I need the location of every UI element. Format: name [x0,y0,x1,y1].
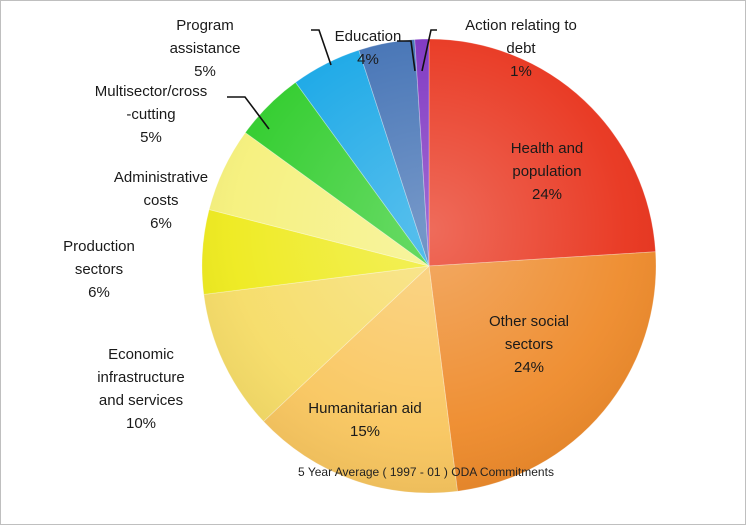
slice-label: Production sectors 6% [63,238,135,301]
slice-label: Program assistance 5% [170,17,241,80]
leader-line [421,29,437,72]
slice-label: Humanitarian aid 15% [308,400,421,440]
slice-label: Other social sectors 24% [489,313,569,376]
slice-label: Action relating to debt 1% [465,17,577,80]
chart-caption: 5 Year Average ( 1997 - 01 ) ODA Commitm… [298,465,554,479]
slice-label: Education 4% [335,28,402,68]
slice-label: Economic infrastructure and services 10% [97,346,185,432]
leader-line [227,96,270,130]
leader-line [311,29,332,66]
slice-label: Multisector/cross -cutting 5% [95,83,208,146]
pie-gloss [202,39,656,493]
slice-label: Health and population 24% [511,140,584,203]
slice-label: Administrative costs 6% [114,169,208,232]
leader-line [397,40,416,72]
